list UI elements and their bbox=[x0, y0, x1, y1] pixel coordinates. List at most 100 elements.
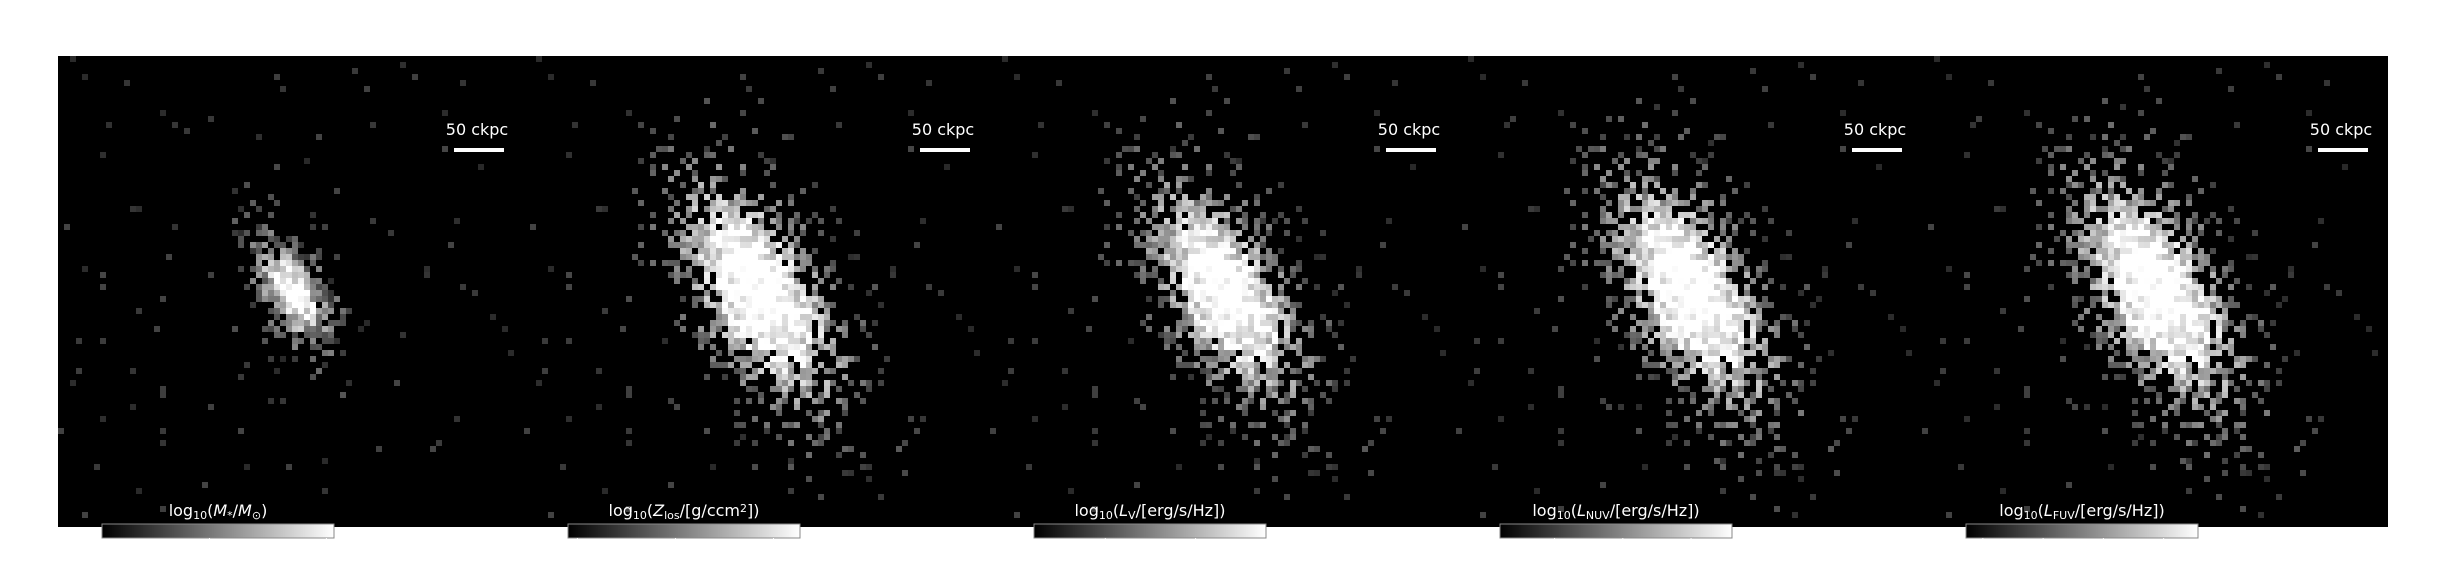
pixel bbox=[2144, 284, 2150, 290]
pixel bbox=[1254, 458, 1260, 464]
pixel bbox=[1182, 194, 1188, 200]
pixel bbox=[2174, 254, 2180, 260]
pixel bbox=[2036, 242, 2042, 248]
pixel bbox=[2120, 134, 2126, 140]
pixel bbox=[674, 212, 680, 218]
pixel bbox=[1236, 320, 1242, 326]
pixel bbox=[1708, 380, 1714, 386]
pixel bbox=[274, 200, 280, 206]
pixel bbox=[1822, 266, 1828, 272]
pixel bbox=[2198, 386, 2204, 392]
pixel bbox=[1236, 290, 1242, 296]
pixel bbox=[1630, 332, 1636, 338]
pixel bbox=[2228, 86, 2234, 92]
pixel bbox=[1696, 206, 1702, 212]
pixel bbox=[2204, 296, 2210, 302]
pixel bbox=[698, 218, 704, 224]
pixel bbox=[830, 260, 836, 266]
pixel bbox=[256, 224, 262, 230]
pixel bbox=[698, 248, 704, 254]
pixel bbox=[1128, 188, 1134, 194]
pixel bbox=[2054, 236, 2060, 242]
pixel bbox=[1242, 266, 1248, 272]
pixel bbox=[238, 374, 244, 380]
pixel bbox=[776, 338, 782, 344]
pixel bbox=[2162, 230, 2168, 236]
pixel bbox=[1254, 200, 1260, 206]
pixel bbox=[2258, 320, 2264, 326]
pixel bbox=[1720, 380, 1726, 386]
pixel bbox=[728, 146, 734, 152]
pixel bbox=[2066, 236, 2072, 242]
pixel bbox=[2234, 428, 2240, 434]
pixel bbox=[1660, 236, 1666, 242]
pixel bbox=[2174, 218, 2180, 224]
pixel bbox=[1302, 452, 1308, 458]
pixel bbox=[758, 338, 764, 344]
pixel bbox=[2186, 230, 2192, 236]
pixel bbox=[1248, 362, 1254, 368]
pixel bbox=[1720, 284, 1726, 290]
pixel bbox=[548, 512, 554, 518]
pixel bbox=[1164, 230, 1170, 236]
pixel bbox=[1212, 236, 1218, 242]
pixel bbox=[304, 254, 310, 260]
pixel bbox=[1690, 302, 1696, 308]
pixel bbox=[2048, 170, 2054, 176]
pixel bbox=[710, 362, 716, 368]
pixel bbox=[806, 332, 812, 338]
pixel bbox=[1660, 242, 1666, 248]
pixel bbox=[1720, 260, 1726, 266]
label-part: /[erg/s/Hz]) bbox=[1136, 501, 1226, 520]
pixel bbox=[1678, 248, 1684, 254]
pixel-map bbox=[58, 56, 514, 518]
pixel bbox=[1212, 260, 1218, 266]
pixel bbox=[704, 230, 710, 236]
pixel bbox=[1230, 428, 1236, 434]
pixel bbox=[746, 308, 752, 314]
pixel bbox=[256, 266, 262, 272]
pixel bbox=[274, 260, 280, 266]
pixel bbox=[1170, 206, 1176, 212]
pixel bbox=[1648, 350, 1654, 356]
pixel bbox=[1762, 302, 1768, 308]
pixel bbox=[548, 266, 554, 272]
pixel bbox=[1738, 386, 1744, 392]
pixel bbox=[1176, 218, 1182, 224]
pixel bbox=[1762, 260, 1768, 266]
pixel bbox=[442, 146, 448, 152]
pixel bbox=[1164, 188, 1170, 194]
pixel bbox=[1756, 470, 1762, 476]
pixel bbox=[752, 242, 758, 248]
pixel bbox=[2288, 272, 2294, 278]
pixel bbox=[1654, 146, 1660, 152]
pixel bbox=[2180, 368, 2186, 374]
pixel bbox=[1558, 428, 1564, 434]
pixel bbox=[2198, 254, 2204, 260]
pixel bbox=[1600, 272, 1606, 278]
pixel bbox=[2126, 302, 2132, 308]
pixel bbox=[1714, 362, 1720, 368]
pixel bbox=[328, 350, 334, 356]
pixel bbox=[2324, 284, 2330, 290]
pixel bbox=[668, 134, 674, 140]
pixel bbox=[1164, 260, 1170, 266]
pixel bbox=[1630, 230, 1636, 236]
pixel bbox=[2180, 422, 2186, 428]
pixel bbox=[1660, 308, 1666, 314]
pixel bbox=[824, 380, 830, 386]
pixel bbox=[2108, 320, 2114, 326]
pixel bbox=[1152, 206, 1158, 212]
pixel bbox=[1798, 476, 1804, 482]
pixel bbox=[1660, 218, 1666, 224]
pixel bbox=[2120, 290, 2126, 296]
pixel bbox=[280, 260, 286, 266]
pixel bbox=[1218, 332, 1224, 338]
pixel bbox=[1636, 134, 1642, 140]
pixel bbox=[752, 440, 758, 446]
pixel bbox=[1606, 212, 1612, 218]
pixel bbox=[1756, 308, 1762, 314]
pixel bbox=[2222, 326, 2228, 332]
pixel bbox=[1600, 260, 1606, 266]
pixel bbox=[1218, 416, 1224, 422]
